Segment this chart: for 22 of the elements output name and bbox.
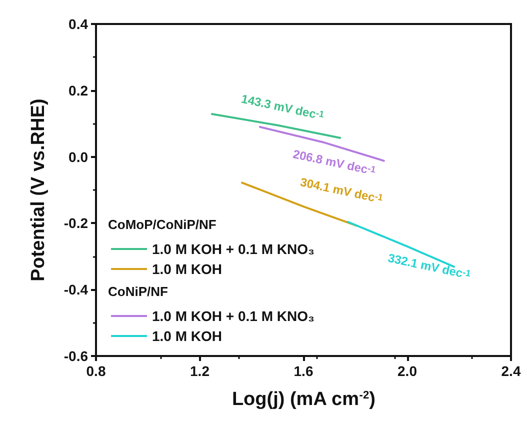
legend-label: 1.0 M KOH <box>152 328 222 344</box>
annotation: 143.3 mV dec-1 <box>240 92 326 122</box>
annotation: CoMoP/CoNiP/NF <box>108 217 216 232</box>
annotation: 206.8 mV dec-1 <box>292 146 377 177</box>
annotation: 304.1 mV dec-1 <box>298 175 384 205</box>
x-tick-label: 2.4 <box>501 363 521 379</box>
y-tick-label: -0.2 <box>64 215 88 232</box>
annotation: CoNiP/NF <box>108 284 168 299</box>
x-tick-label: 2.0 <box>398 363 418 379</box>
legend-label: 1.0 M KOH + 0.1 M KNO₃ <box>152 308 314 324</box>
y-tick-label: -0.4 <box>64 282 88 298</box>
legend-label: 1.0 M KOH <box>152 261 222 277</box>
x-tick-label: 1.2 <box>190 363 210 379</box>
y-tick-label: 0.4 <box>68 16 88 32</box>
y-tick-label: 0.2 <box>68 82 88 98</box>
annotation: 332.1 mV dec-1 <box>386 250 472 280</box>
x-tick-label: 1.6 <box>294 363 314 379</box>
y-tick-label: -0.6 <box>64 348 88 364</box>
y-axis-title: Potential (V vs.RHE) <box>28 98 49 282</box>
legend-label: 1.0 M KOH + 0.1 M KNO₃ <box>152 241 314 257</box>
x-tick-label: 0.8 <box>86 363 106 379</box>
y-tick-label: 0.0 <box>68 148 88 165</box>
